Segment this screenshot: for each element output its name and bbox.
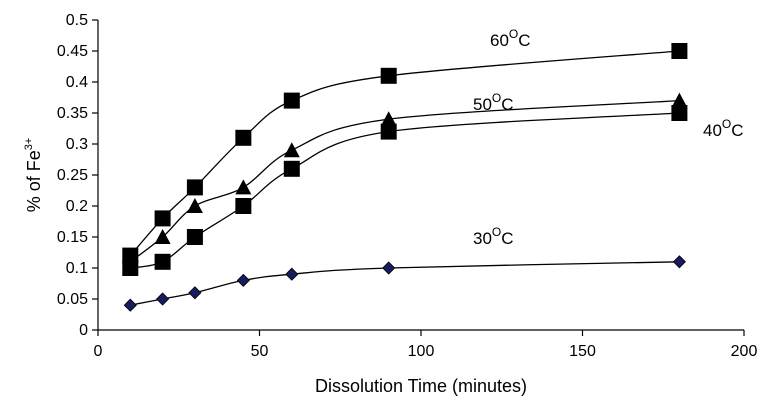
y-axis-title-sup: 3+ [23, 138, 35, 151]
x-axis-title: Dissolution Time (minutes) [315, 376, 527, 396]
series-label-30c: 30OC [473, 225, 514, 248]
axes [97, 20, 744, 331]
data-point-diamond [123, 298, 137, 312]
data-point-triangle [671, 92, 688, 108]
y-tick-label: 0.35 [57, 105, 88, 122]
data-point-square [186, 229, 203, 245]
y-tick-label: 0.4 [66, 74, 88, 91]
data-point-diamond [672, 255, 686, 269]
data-point-triangle [154, 229, 171, 244]
series-line [129, 99, 680, 263]
data-point-diamond [188, 286, 202, 300]
series-label-unit: C [501, 229, 513, 248]
data-point-triangle [186, 198, 203, 213]
data-point-square [154, 253, 171, 270]
series-label-degree: O [509, 27, 518, 41]
x-ticks: 0 50 100 150 200 [94, 330, 758, 360]
data-point-square [283, 160, 300, 177]
series-label-unit: C [501, 95, 513, 114]
series-60c [122, 43, 688, 264]
y-axis-title: % of Fe3+ [23, 138, 44, 213]
x-tick-label: 100 [408, 343, 435, 360]
data-point-square [235, 198, 252, 214]
data-point-square [235, 129, 252, 146]
data-point-diamond [285, 267, 299, 281]
data-point-square [671, 105, 688, 121]
series-label-number: 30 [473, 229, 492, 248]
data-point-square [283, 92, 300, 109]
y-ticks: 0 0.05 0.1 0.15 0.2 0.25 0.3 0.35 0.4 0.45 0.5 [57, 12, 98, 339]
data-point-triangle [283, 142, 300, 158]
y-tick-label: 0.15 [57, 229, 88, 246]
series-label-40c: 40OC [703, 117, 744, 140]
data-point-square [380, 123, 397, 140]
y-tick-label: 0.05 [57, 291, 88, 308]
x-tick-label: 150 [569, 343, 596, 360]
y-tick-label: 0.5 [66, 12, 88, 29]
x-tick-label: 0 [94, 343, 103, 360]
data-point-square [671, 43, 688, 59]
series-line [130, 261, 680, 306]
y-tick-label: 0.25 [57, 167, 88, 184]
series-label-50c: 50OC [473, 91, 514, 114]
series-40c [122, 105, 688, 276]
x-tick-label: 50 [251, 343, 269, 360]
series-label-60c: 60OC [490, 27, 531, 50]
data-point-triangle [380, 111, 397, 127]
x-tick-label: 200 [731, 343, 758, 360]
series-label-degree: O [492, 91, 501, 105]
series-label-number: 40 [703, 121, 722, 140]
data-point-triangle [235, 179, 252, 195]
y-tick-label: 0.45 [57, 43, 88, 60]
series-label-unit: C [518, 31, 530, 50]
series-50c [122, 92, 688, 269]
y-tick-label: 0.1 [66, 260, 88, 277]
series-label-number: 50 [473, 95, 492, 114]
series-line [130, 112, 680, 269]
series-label-unit: C [731, 121, 743, 140]
y-tick-label: 0 [79, 322, 88, 339]
series-group [122, 43, 688, 312]
data-point-square [154, 210, 171, 227]
data-point-square [380, 67, 397, 84]
series-label-degree: O [722, 117, 731, 131]
y-axis-title-main: % of Fe [24, 150, 44, 212]
y-tick-label: 0.3 [66, 136, 88, 153]
series-label-degree: O [492, 225, 501, 239]
data-point-square [186, 179, 203, 196]
data-point-diamond [156, 292, 170, 306]
series-label-number: 60 [490, 31, 509, 50]
data-point-square [122, 260, 139, 276]
data-point-diamond [382, 261, 396, 275]
y-tick-label: 0.2 [66, 198, 88, 215]
data-point-diamond [236, 273, 250, 287]
series-30c [123, 255, 686, 312]
